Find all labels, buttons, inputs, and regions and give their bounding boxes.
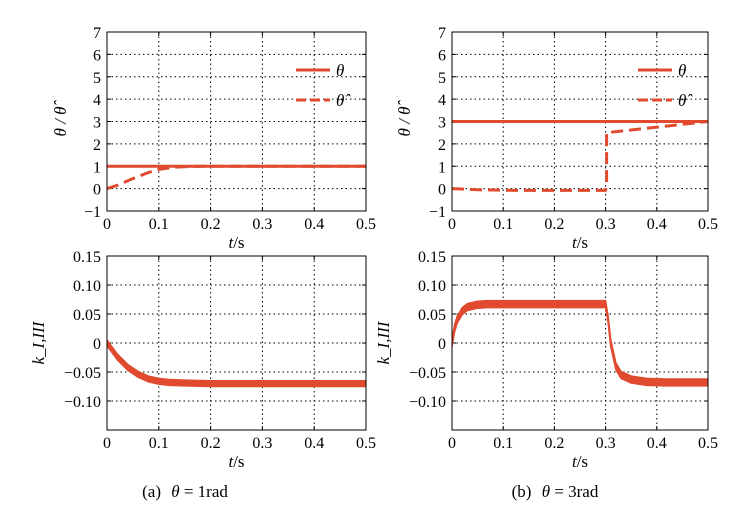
x-tick-label: 0.3 bbox=[252, 216, 272, 233]
series-line-1 bbox=[107, 164, 366, 191]
series-line-1 bbox=[452, 120, 708, 192]
y-tick-label: 7 bbox=[93, 25, 101, 42]
x-tick-label: 0.1 bbox=[149, 216, 169, 233]
y-tick-label: 5 bbox=[93, 70, 101, 87]
x-tick-label: 0.4 bbox=[304, 216, 324, 233]
y-tick-label: 0.05 bbox=[73, 307, 101, 324]
y-tick-label: 4 bbox=[93, 92, 101, 109]
x-tick-label: 0 bbox=[448, 435, 456, 452]
caption-b-prefix: (b) bbox=[512, 482, 532, 501]
y-tick-label: −0.10 bbox=[64, 394, 101, 411]
y-tick-label: 0.15 bbox=[418, 249, 446, 266]
x-tick-label: 0.4 bbox=[647, 216, 667, 233]
y-axis-label: θ / θ̂ bbox=[395, 100, 414, 137]
y-tick-label: 2 bbox=[93, 137, 101, 154]
series-group bbox=[452, 120, 708, 192]
y-axis-label: k_I,III bbox=[29, 320, 48, 364]
y-tick-label: −1 bbox=[429, 204, 446, 221]
caption-a-value: = 1rad bbox=[184, 482, 229, 501]
y-tick-label: −1 bbox=[84, 204, 101, 221]
legend-label-0: θ bbox=[336, 61, 344, 80]
y-tick-label: 1 bbox=[438, 159, 446, 176]
y-tick-label: 0 bbox=[93, 182, 101, 199]
x-tick-label: 0.3 bbox=[252, 435, 272, 452]
chart-a-bottom: 0 0.1 0.2 0.3 0.4 0.5 −0.10 −0.05 0 0.05 0.10 0.15 t… bbox=[29, 249, 376, 471]
caption-b-symbol: θ bbox=[542, 482, 550, 501]
plot-frame bbox=[451, 31, 709, 212]
caption-b-value: = 3rad bbox=[554, 482, 599, 501]
x-tick-label: 0.1 bbox=[493, 435, 513, 452]
plot-frame bbox=[106, 255, 367, 431]
y-tick-label: −0.10 bbox=[409, 394, 446, 411]
chart-b-bottom: 0 0.1 0.2 0.3 0.4 0.5 −0.10 −0.05 0 0.05 0.10 0.15 t… bbox=[374, 249, 718, 471]
caption-a-symbol: θ bbox=[171, 482, 179, 501]
y-tick-label: −0.05 bbox=[409, 365, 446, 382]
y-tick-label: 6 bbox=[438, 47, 446, 64]
x-axis-label: t/s bbox=[572, 233, 588, 252]
legend-label-0: θ bbox=[678, 61, 686, 80]
y-axis-label: k_I,III bbox=[374, 320, 393, 364]
x-tick-label: 0.5 bbox=[698, 216, 718, 233]
x-tick-label: 0.4 bbox=[647, 435, 667, 452]
series-group bbox=[107, 164, 366, 191]
y-tick-label: −0.05 bbox=[64, 365, 101, 382]
caption-a: (a) θ = 1rad bbox=[142, 482, 228, 501]
series-group bbox=[107, 339, 366, 388]
plot-frame bbox=[451, 255, 709, 431]
x-tick-label: 0.4 bbox=[304, 435, 324, 452]
x-axis-label: t/s bbox=[572, 452, 588, 471]
x-tick-label: 0.2 bbox=[201, 216, 221, 233]
caption-b: (b) θ = 3rad bbox=[512, 482, 599, 501]
series-band-0 bbox=[452, 299, 708, 387]
x-axis-label: t/s bbox=[228, 233, 244, 252]
y-tick-label: 0.10 bbox=[418, 278, 446, 295]
y-tick-label: 2 bbox=[438, 137, 446, 154]
x-tick-label: 0.5 bbox=[356, 216, 376, 233]
y-tick-label: 3 bbox=[438, 115, 446, 132]
y-tick-label: 0.10 bbox=[73, 278, 101, 295]
y-axis-label: θ / θ̂ bbox=[51, 100, 70, 137]
x-tick-label: 0.1 bbox=[493, 216, 513, 233]
x-tick-label: 0.2 bbox=[201, 435, 221, 452]
y-tick-label: 6 bbox=[93, 47, 101, 64]
x-tick-label: 0 bbox=[103, 435, 111, 452]
x-tick-label: 0 bbox=[103, 216, 111, 233]
y-tick-label: 5 bbox=[438, 70, 446, 87]
x-tick-label: 0.5 bbox=[698, 435, 718, 452]
x-tick-label: 0.3 bbox=[596, 435, 616, 452]
y-tick-label: 0.05 bbox=[418, 307, 446, 324]
x-tick-label: 0.3 bbox=[596, 216, 616, 233]
x-axis-label: t/s bbox=[228, 452, 244, 471]
y-tick-label: 4 bbox=[438, 92, 446, 109]
plot-frame bbox=[106, 31, 367, 212]
y-tick-label: 0 bbox=[438, 336, 446, 353]
y-tick-label: 1 bbox=[93, 159, 101, 176]
y-tick-label: 3 bbox=[93, 115, 101, 132]
x-tick-label: 0.2 bbox=[544, 435, 564, 452]
series-band-0 bbox=[107, 339, 366, 388]
x-tick-label: 0.1 bbox=[149, 435, 169, 452]
legend-label-1: θ̂ bbox=[678, 91, 693, 110]
x-tick-label: 0.5 bbox=[356, 435, 376, 452]
x-tick-label: 0.2 bbox=[544, 216, 564, 233]
x-tick-label: 0 bbox=[448, 216, 456, 233]
y-tick-label: 0.15 bbox=[73, 249, 101, 266]
legend-label-1: θ̂ bbox=[336, 91, 351, 110]
series-group bbox=[452, 299, 708, 387]
y-tick-label: 0 bbox=[438, 182, 446, 199]
caption-a-prefix: (a) bbox=[142, 482, 161, 501]
y-tick-label: 7 bbox=[438, 25, 446, 42]
y-tick-label: 0 bbox=[93, 336, 101, 353]
